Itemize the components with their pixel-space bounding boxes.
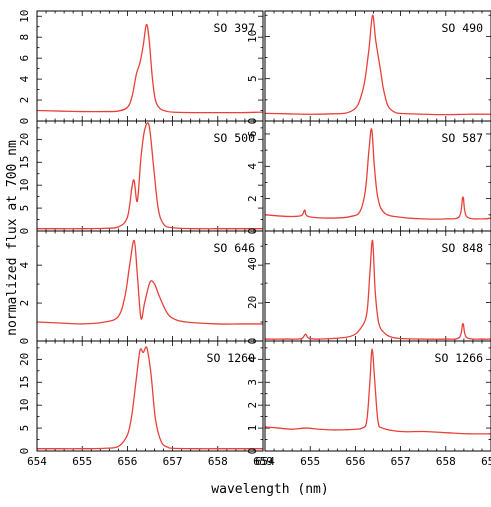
x-tick-label: 658 [208, 455, 228, 468]
panel-label: SO 500 [213, 131, 255, 145]
y-tick-label: 0 [18, 338, 31, 345]
y-tick-label: 6 [18, 55, 31, 62]
spectrum-line [37, 23, 263, 114]
spectrum-line [265, 128, 491, 220]
y-axis-label: normalized flux at 700 nm [5, 140, 20, 336]
y-tick-label: 2 [246, 195, 259, 202]
y-tick-label: 10 [246, 30, 259, 43]
y-tick-label: 10 [18, 10, 31, 23]
panel-label: SO 646 [213, 241, 255, 255]
y-tick-label: 2 [246, 402, 259, 409]
x-tick-label: 658 [436, 455, 456, 468]
y-tick-label: 2 [18, 97, 31, 104]
y-tick-label: 20 [246, 296, 259, 309]
spectrum-line [265, 14, 491, 116]
y-tick-label: 4 [246, 163, 259, 170]
x-tick-label: 654 [255, 455, 275, 468]
panel-frame [36, 340, 264, 452]
x-tick-label: 655 [300, 455, 320, 468]
y-tick-label: 4 [18, 75, 31, 82]
x-tick-label: 659 [481, 455, 491, 468]
x-tick-label: 655 [72, 455, 92, 468]
y-tick-label: 5 [18, 425, 31, 432]
y-tick-label: 0 [246, 448, 259, 455]
y-tick-label: 5 [18, 205, 31, 212]
y-tick-label: 3 [246, 379, 259, 386]
y-tick-label: 40 [246, 257, 259, 270]
panel-frame [264, 340, 491, 452]
y-tick-label: 6 [246, 131, 259, 138]
y-tick-label: 0 [18, 228, 31, 235]
y-tick-label: 10 [18, 399, 31, 412]
x-tick-label: 657 [163, 455, 183, 468]
panel-label: SO 587 [441, 131, 483, 145]
x-tick-label: 657 [391, 455, 411, 468]
panel-label: SO 848 [441, 241, 483, 255]
x-axis-label: wavelength (nm) [211, 482, 328, 497]
y-tick-label: 15 [18, 376, 31, 389]
x-tick-label: 654 [27, 455, 47, 468]
spectrum-line [37, 239, 263, 325]
x-tick-labels: 654655656657658659654655656657658659 [27, 455, 491, 468]
y-tick-label: 8 [18, 34, 31, 41]
x-tick-label: 659 [253, 455, 273, 468]
spectrum-line [265, 239, 491, 340]
y-tick-label: 2 [18, 300, 31, 307]
y-tick-label: 10 [18, 179, 31, 192]
x-tick-label: 656 [345, 455, 365, 468]
y-tick-label: 0 [18, 448, 31, 455]
panel-label: SO 1266 [435, 351, 484, 365]
y-tick-label: 4 [18, 261, 31, 268]
panel: 0 1 2 3 4 SO 1266 [246, 340, 491, 455]
panel: 0 2 4 SO 646 [18, 230, 264, 345]
y-tick-label: 20 [18, 133, 31, 146]
x-tick-label: 656 [117, 455, 137, 468]
panel-label: SO 1260 [207, 351, 256, 365]
spectrum-line [265, 348, 491, 435]
y-tick-label: 5 [246, 75, 259, 82]
panel-label: SO 397 [213, 21, 255, 35]
panel-label: SO 490 [441, 21, 483, 35]
y-tick-label: 20 [18, 353, 31, 366]
y-tick-label: 15 [18, 156, 31, 169]
spectrum-line [37, 346, 263, 450]
y-tick-label: 1 [246, 425, 259, 432]
y-tick-label: 4 [246, 356, 259, 363]
spectrum-line [37, 122, 263, 230]
y-tick-label: 0 [18, 118, 31, 125]
